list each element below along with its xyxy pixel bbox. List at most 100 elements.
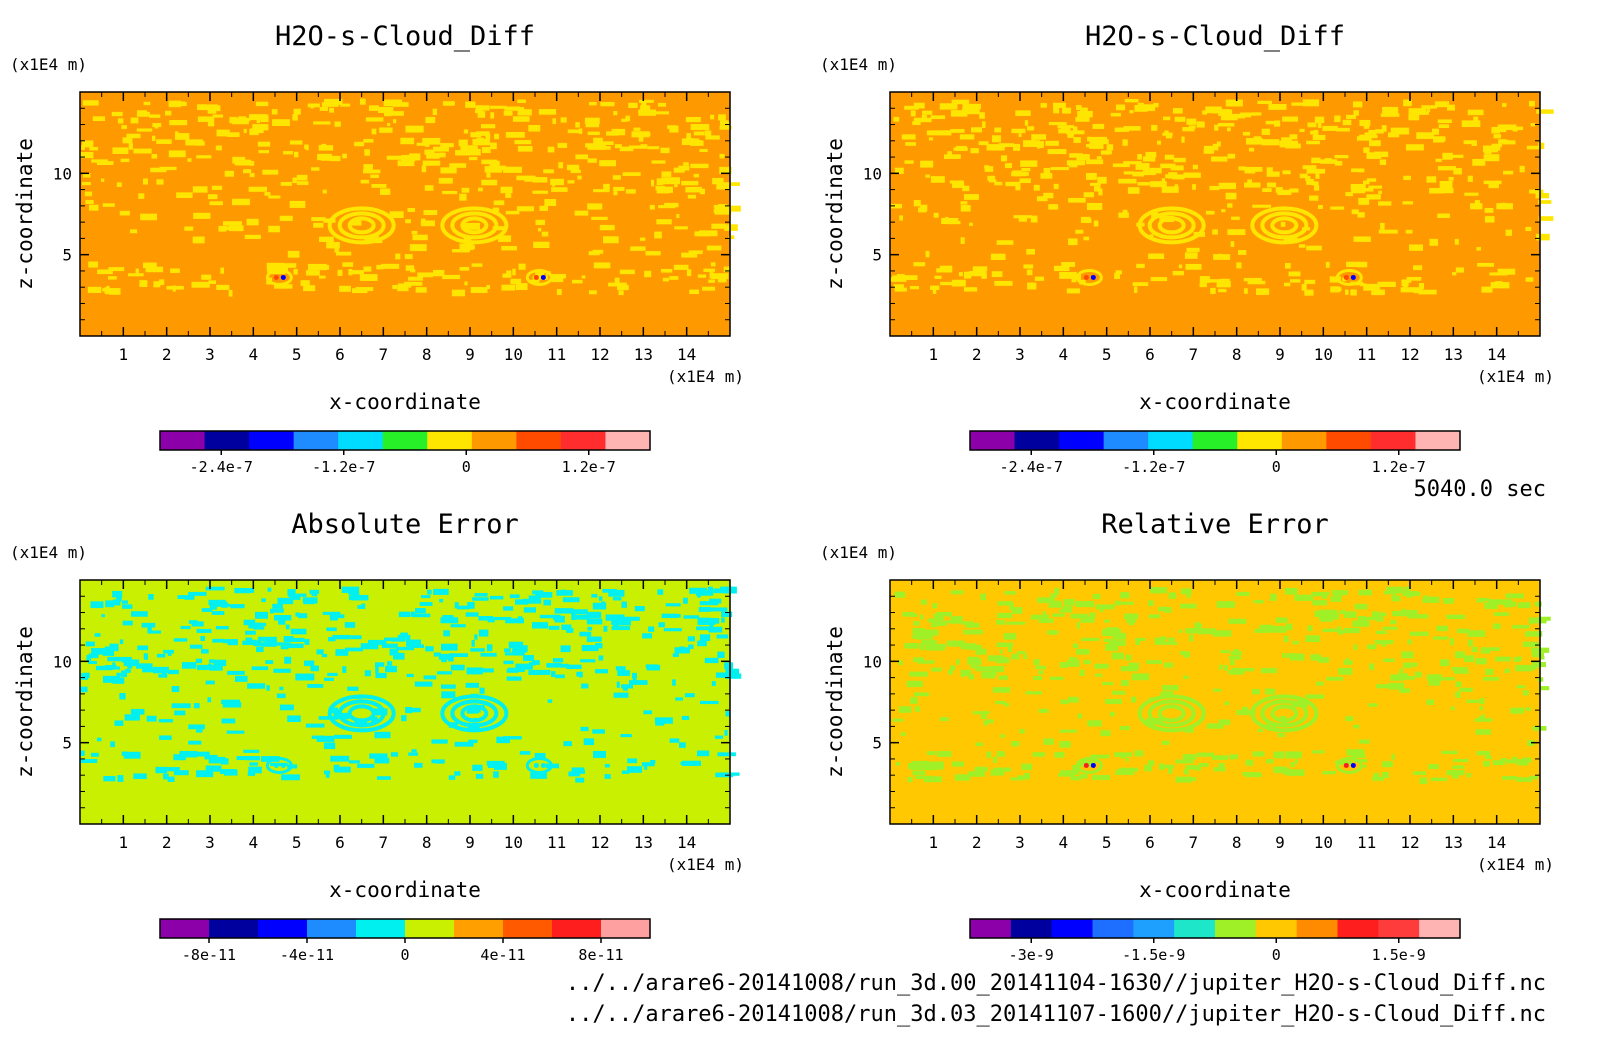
x-axis-label: x-coordinate xyxy=(1139,878,1291,902)
y-unit-label: (x1E4 m) xyxy=(820,543,897,562)
colorbar-swatch xyxy=(471,431,517,450)
colorbar-label: -4e-11 xyxy=(280,946,334,964)
colorbar-swatch xyxy=(293,431,339,450)
x-tick-label: 4 xyxy=(1059,833,1069,852)
x-unit-label: (x1E4 m) xyxy=(667,855,744,874)
colorbar: -3e-9 -1.5e-9 0 1.5e-9 xyxy=(969,918,1461,964)
colorbar-label: 4e-11 xyxy=(480,946,525,964)
x-tick-label: 5 xyxy=(292,345,302,364)
plot-area xyxy=(890,580,1540,824)
x-tick-label: 10 xyxy=(504,833,523,852)
x-tick-label: 10 xyxy=(1314,833,1333,852)
colorbar: -2.4e-7 -1.2e-7 0 1.2e-7 xyxy=(969,430,1461,476)
colorbar-swatch xyxy=(1215,919,1257,938)
x-tick-label: 8 xyxy=(1232,833,1242,852)
colorbar-swatch xyxy=(601,919,651,938)
x-tick-label: 11 xyxy=(1357,345,1376,364)
colorbar-swatch xyxy=(1059,431,1105,450)
y-unit-label: (x1E4 m) xyxy=(10,543,87,562)
colorbar-swatch xyxy=(560,431,606,450)
panel-3: Absolute Error(x1E4 m)1 2 3 4 5 6 7 8 9 10 11 12 13 1… xyxy=(10,509,744,964)
x-tick-label: 5 xyxy=(292,833,302,852)
x-tick-label: 9 xyxy=(1275,345,1285,364)
panel-title: H2O-s-Cloud_Diff xyxy=(275,21,535,52)
x-tick-label: 12 xyxy=(590,345,609,364)
x-tick-label: 9 xyxy=(465,345,475,364)
colorbar-label: 8e-11 xyxy=(578,946,623,964)
x-tick-label: 9 xyxy=(465,833,475,852)
colorbar-swatch xyxy=(970,431,1016,450)
x-tick-label: 6 xyxy=(335,345,345,364)
x-tick-label: 7 xyxy=(379,833,389,852)
colorbar-swatch xyxy=(1415,431,1461,450)
colorbar-label: -8e-11 xyxy=(182,946,236,964)
colorbar-swatch xyxy=(258,919,308,938)
colorbar-swatch xyxy=(356,919,406,938)
x-tick-label: 2 xyxy=(972,345,982,364)
y-axis-label: z-coordinate xyxy=(823,138,847,290)
colorbar-swatch xyxy=(249,431,295,450)
x-tick-label: 3 xyxy=(1015,345,1025,364)
colorbar-swatch xyxy=(1010,919,1053,938)
x-tick-label: 12 xyxy=(1400,833,1419,852)
x-tick-label: 7 xyxy=(379,345,389,364)
x-tick-label: 2 xyxy=(162,833,172,852)
colorbar-swatch xyxy=(605,431,651,450)
colorbar-swatch xyxy=(1174,919,1216,938)
x-tick-label: 1 xyxy=(119,833,129,852)
field-pattern xyxy=(890,98,1554,296)
plot-area xyxy=(80,92,730,336)
colorbar-swatch xyxy=(454,919,504,938)
colorbar: -8e-11 -4e-11 0 4e-11 8e-11 xyxy=(159,918,651,964)
x-tick-label: 3 xyxy=(205,833,215,852)
y-tick-label: 10 xyxy=(53,164,72,183)
panel-4: Relative Error(x1E4 m)1 2 3 4 5 6 7 8 9 10 11 12 13 1… xyxy=(820,509,1554,964)
colorbar-swatch xyxy=(1103,431,1149,450)
x-unit-label: (x1E4 m) xyxy=(1477,855,1554,874)
colorbar-swatch xyxy=(1378,919,1420,938)
colorbar-swatch xyxy=(503,919,553,938)
colorbar-label: 0 xyxy=(400,946,409,964)
x-tick-label: 3 xyxy=(1015,833,1025,852)
x-unit-label: (x1E4 m) xyxy=(667,367,744,386)
colorbar-swatch xyxy=(1014,431,1060,450)
x-tick-label: 14 xyxy=(1487,345,1506,364)
colorbar-swatch xyxy=(1092,919,1134,938)
x-tick-label: 14 xyxy=(677,833,696,852)
panel-title: H2O-s-Cloud_Diff xyxy=(1085,21,1345,52)
colorbar-swatch xyxy=(1133,919,1175,938)
colorbar-frame xyxy=(969,918,1461,939)
colorbar-swatch xyxy=(1337,919,1379,938)
y-tick-label: 10 xyxy=(53,652,72,671)
x-tick-label: 13 xyxy=(1444,833,1463,852)
panel-2: H2O-s-Cloud_Diff(x1E4 m)1 2 3 4 5 6 7 8 9 10 11 12 1… xyxy=(820,21,1554,476)
x-tick-label: 11 xyxy=(1357,833,1376,852)
file-path-2: ../../arare6-20141008/run_3d.03_20141107… xyxy=(566,1002,1546,1027)
colorbar-swatch xyxy=(970,919,1012,938)
colorbar-swatch xyxy=(160,919,210,938)
colorbar-label: 0 xyxy=(1272,946,1281,964)
x-tick-label: 9 xyxy=(1275,833,1285,852)
x-tick-label: 12 xyxy=(590,833,609,852)
y-axis-label: z-coordinate xyxy=(13,626,37,778)
colorbar-swatch xyxy=(338,431,384,450)
y-tick-label: 10 xyxy=(863,652,882,671)
x-tick-label: 8 xyxy=(422,833,432,852)
panel-title: Absolute Error xyxy=(291,509,519,540)
colorbar-swatch xyxy=(1419,919,1461,938)
x-tick-label: 4 xyxy=(1059,345,1069,364)
colorbar-swatch xyxy=(1326,431,1372,450)
x-tick-label: 8 xyxy=(1232,345,1242,364)
colorbar-swatch xyxy=(516,431,562,450)
colorbar-label: 1.2e-7 xyxy=(562,458,616,476)
x-tick-label: 3 xyxy=(205,345,215,364)
x-tick-label: 1 xyxy=(119,345,129,364)
y-unit-label: (x1E4 m) xyxy=(820,55,897,74)
x-axis-label: x-coordinate xyxy=(329,390,481,414)
x-tick-label: 10 xyxy=(1314,345,1333,364)
colorbar-label: -1.2e-7 xyxy=(1122,458,1185,476)
colorbar-label: 0 xyxy=(1272,458,1281,476)
colorbar-label: -1.2e-7 xyxy=(312,458,375,476)
y-tick-label: 5 xyxy=(62,246,72,265)
